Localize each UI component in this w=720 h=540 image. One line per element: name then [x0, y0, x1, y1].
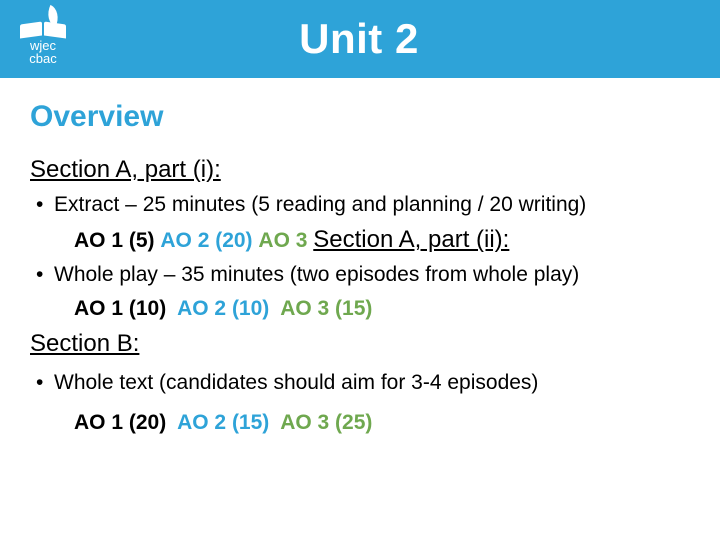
section-a-i-bullet: Extract – 25 minutes (5 reading and plan…: [30, 190, 690, 220]
ao2-label: AO 2 (15): [177, 411, 269, 434]
ao3-label: AO 3 (25): [280, 411, 372, 434]
ao1-label: AO 1 (20): [74, 411, 166, 434]
section-a-ii-bullet: Whole play – 35 minutes (two episodes fr…: [30, 260, 690, 290]
ao3-label: AO 3 (15): [280, 297, 372, 320]
section-b-bullet: Whole text (candidates should aim for 3-…: [30, 368, 690, 398]
slide-title: Unit 2: [0, 15, 720, 63]
slide-content: Overview Section A, part (i): Extract – …: [0, 78, 720, 438]
section-a-ii-heading: Section A, part (ii):: [313, 226, 509, 253]
book-leaf-icon: [18, 13, 68, 37]
section-b-heading: Section B:: [30, 330, 690, 358]
section-b-ao-line: AO 1 (20) AO 2 (15) AO 3 (25): [30, 407, 690, 439]
ao2-label: AO 2 (20): [160, 229, 252, 252]
ao3-label: AO 3: [258, 229, 307, 252]
ao2-label: AO 2 (10): [177, 297, 269, 320]
section-a-i-ao-line: AO 1 (5) AO 2 (20) AO 3 Section A, part …: [30, 222, 690, 258]
section-a-i-heading: Section A, part (i):: [30, 156, 690, 184]
overview-heading: Overview: [30, 100, 690, 134]
section-a-ii-ao-line: AO 1 (10) AO 2 (10) AO 3 (15): [30, 293, 690, 325]
slide-header: wjec cbac Unit 2: [0, 0, 720, 78]
ao1-label: AO 1 (5): [74, 229, 155, 252]
ao1-label: AO 1 (10): [74, 297, 166, 320]
